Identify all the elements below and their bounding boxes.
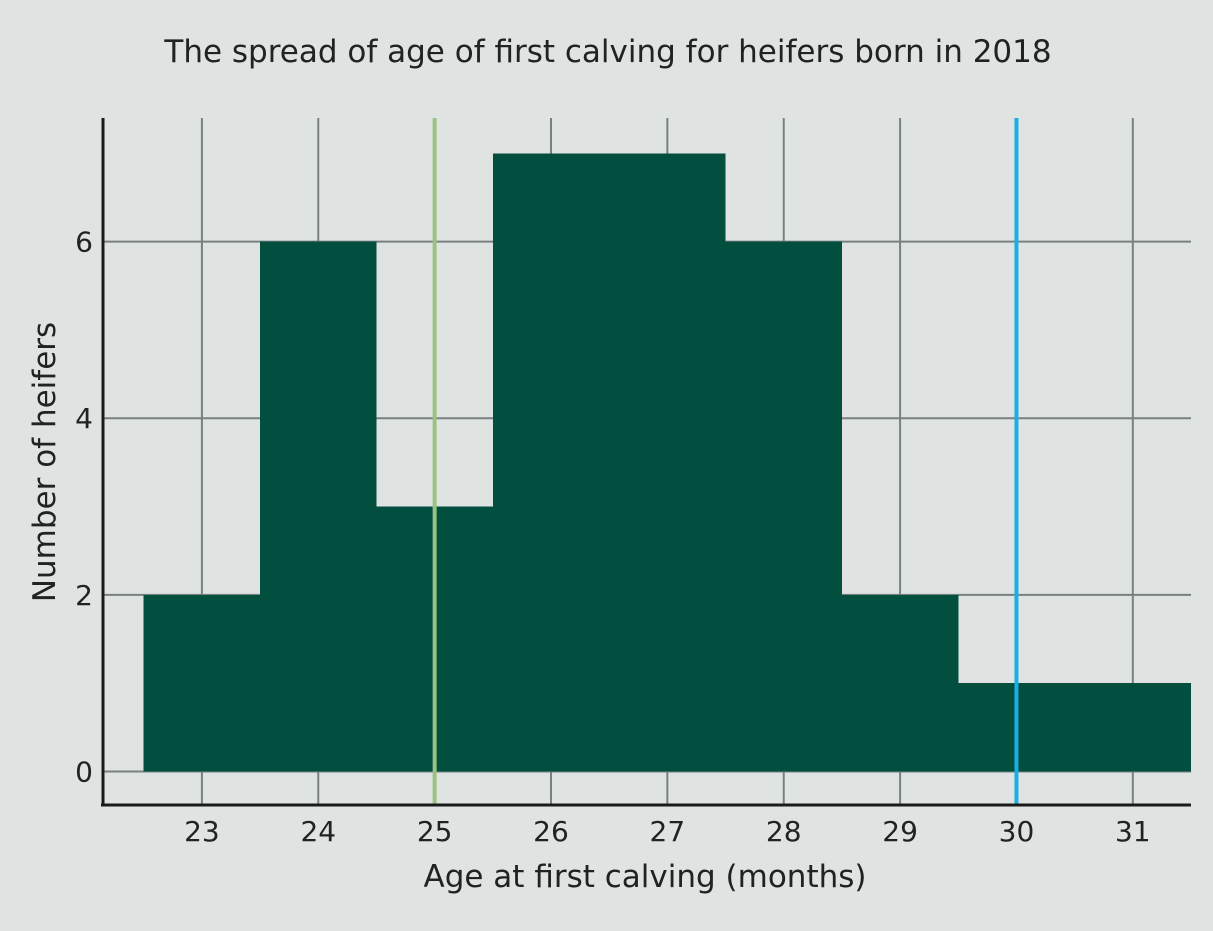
bar-31 <box>1074 683 1191 772</box>
y-tick-label-2: 2 <box>75 579 93 612</box>
reference-lines <box>432 118 1019 805</box>
x-tick-label-31: 31 <box>1115 815 1151 848</box>
bar-29 <box>841 594 959 772</box>
y-axis-label: Number of heifers <box>27 322 63 602</box>
x-tick-label-27: 27 <box>650 815 686 848</box>
y-tick-label-6: 6 <box>75 226 93 259</box>
x-tick-label-25: 25 <box>417 815 453 848</box>
x-tick-label-26: 26 <box>533 815 569 848</box>
axes <box>101 118 1191 807</box>
x-axis-label: Age at first calving (months) <box>424 859 867 895</box>
x-tick-label-24: 24 <box>300 815 336 848</box>
y-tick-label-4: 4 <box>75 402 93 435</box>
x-tick-label-29: 29 <box>882 815 918 848</box>
bar-27 <box>609 153 726 772</box>
bar-24 <box>260 241 377 772</box>
x-tick-label-30: 30 <box>999 815 1035 848</box>
bar-23 <box>143 594 261 772</box>
bars <box>143 153 1191 772</box>
bar-28 <box>725 241 842 772</box>
x-tick-label-28: 28 <box>766 815 802 848</box>
y-tick-label-0: 0 <box>75 755 93 788</box>
x-tick-label-23: 23 <box>184 815 220 848</box>
chart-title: The spread of age of first calving for h… <box>163 34 1051 70</box>
bar-26 <box>492 153 610 772</box>
